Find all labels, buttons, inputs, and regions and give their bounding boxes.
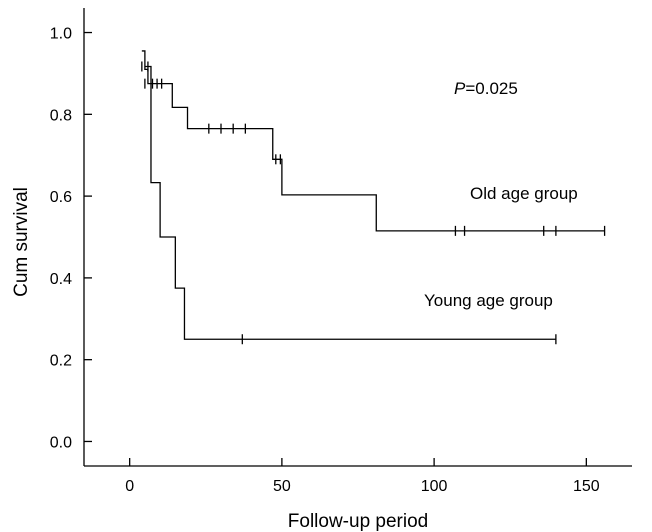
x-axis-title: Follow-up period: [288, 511, 428, 532]
y-tick-label: 0.2: [50, 353, 72, 370]
y-tick-label: 0.8: [50, 107, 72, 124]
x-tick-label: 0: [125, 478, 134, 495]
survival-curves: [141, 50, 605, 340]
p-value-annotation: P=0.025: [454, 79, 518, 98]
young-age-group-label: Young age group: [424, 291, 553, 310]
axes: [83, 8, 632, 467]
y-tick-label: 1.0: [50, 26, 72, 43]
censor-marks: [141, 61, 606, 345]
survival-curve-old-age-group: [141, 50, 605, 232]
y-tick-label: 0.0: [50, 434, 72, 451]
y-tick-label: 0.4: [50, 271, 72, 288]
p-value-number: =0.025: [465, 79, 517, 98]
x-ticks: 0 50 100 150: [125, 458, 600, 495]
survival-curve-young-age-group: [144, 65, 556, 340]
x-tick-label: 100: [421, 478, 448, 495]
y-tick-label: 0.6: [50, 189, 72, 206]
y-axis-title: Cum survival: [11, 187, 32, 297]
x-tick-label: 150: [573, 478, 600, 495]
x-tick-label: 50: [273, 478, 291, 495]
old-age-group-label: Old age group: [470, 184, 578, 203]
y-ticks: 0.0 0.2 0.4 0.6 0.8 1.0: [50, 26, 92, 451]
p-value-letter: P: [454, 79, 466, 98]
